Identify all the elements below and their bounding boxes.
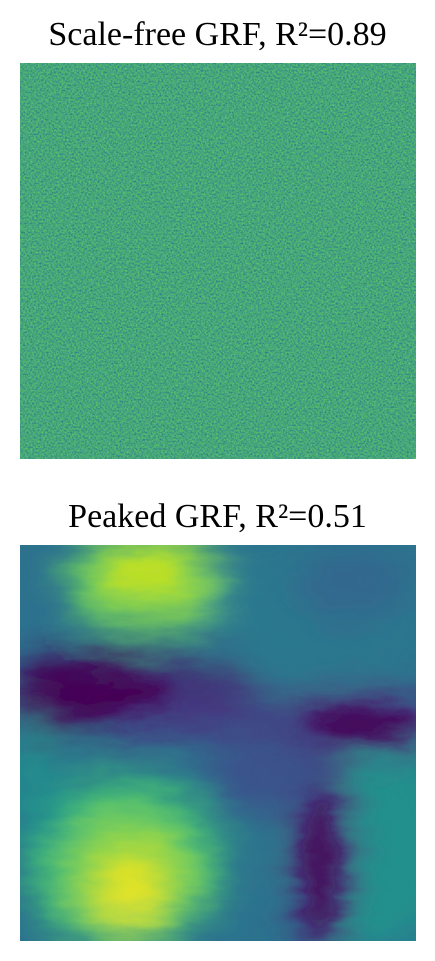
panel-title-peaked: Peaked GRF, R²=0.51 (68, 498, 367, 535)
panel-title-scale-free: Scale-free GRF, R²=0.89 (48, 16, 387, 53)
scale-free-grf-image (20, 63, 416, 459)
peaked-grf-image (20, 545, 416, 941)
